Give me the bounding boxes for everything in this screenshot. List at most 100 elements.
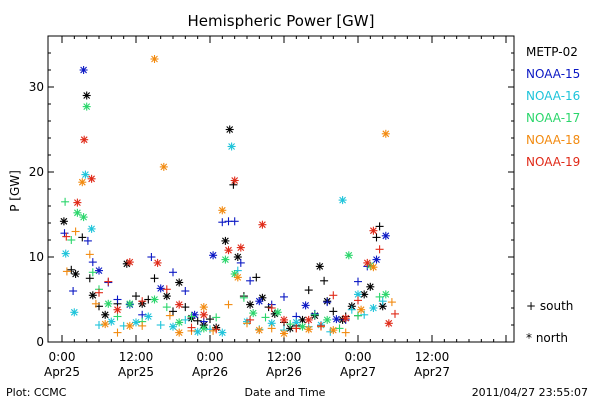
south-point bbox=[212, 325, 221, 334]
marker-legend-entry: * north bbox=[526, 331, 568, 345]
south-point bbox=[113, 312, 122, 321]
south-point bbox=[292, 324, 301, 333]
south-point bbox=[239, 293, 248, 302]
south-point bbox=[67, 236, 76, 244]
chart-title: Hemispheric Power [GW] bbox=[188, 12, 375, 30]
south-point bbox=[387, 298, 396, 307]
north-point bbox=[175, 328, 184, 337]
south-point bbox=[267, 304, 276, 312]
south-point bbox=[169, 307, 177, 316]
north-point bbox=[162, 292, 171, 301]
x-tick-time-label: 0:00 bbox=[197, 350, 224, 364]
marker-legend: + south * north bbox=[526, 299, 573, 345]
north-point bbox=[150, 295, 159, 304]
north-point bbox=[88, 291, 97, 300]
north-point bbox=[344, 251, 353, 260]
south-point bbox=[304, 286, 313, 295]
south-point bbox=[354, 311, 362, 320]
x-tick-date-label: Apr27 bbox=[340, 365, 376, 379]
north-point bbox=[369, 304, 378, 312]
north-point bbox=[132, 318, 140, 327]
north-point bbox=[101, 310, 110, 319]
north-point bbox=[125, 299, 134, 308]
south-point bbox=[85, 250, 94, 259]
south-point bbox=[206, 315, 214, 324]
north-point bbox=[258, 220, 267, 229]
y-tick-label: 30 bbox=[29, 80, 44, 94]
north-point bbox=[329, 326, 338, 335]
north-point bbox=[224, 246, 233, 255]
north-point bbox=[341, 314, 350, 323]
north-point bbox=[95, 266, 103, 275]
x-tick-time-label: 12:00 bbox=[415, 350, 450, 364]
x-tick-date-label: Apr26 bbox=[192, 365, 228, 379]
north-point bbox=[70, 308, 79, 317]
north-point bbox=[209, 251, 218, 260]
north-point bbox=[73, 208, 82, 217]
north-point bbox=[190, 310, 199, 319]
north-point bbox=[369, 263, 378, 272]
north-point bbox=[81, 170, 90, 179]
north-point bbox=[360, 290, 369, 299]
south-point bbox=[83, 236, 92, 245]
north-point bbox=[78, 178, 87, 187]
north-point bbox=[159, 162, 168, 171]
footer-plot-credit: Plot: CCMC bbox=[6, 386, 67, 399]
south-point bbox=[236, 258, 245, 267]
north-point bbox=[193, 327, 202, 336]
north-point bbox=[249, 309, 258, 318]
south-point bbox=[372, 233, 381, 242]
south-point bbox=[162, 285, 171, 294]
south-point bbox=[113, 295, 122, 304]
north-point bbox=[101, 320, 110, 329]
legend-entry: NOAA-15 bbox=[526, 67, 580, 81]
south-point bbox=[375, 245, 384, 254]
south-point bbox=[165, 311, 174, 320]
north-point bbox=[104, 299, 113, 308]
x-tick-time-label: 12:00 bbox=[267, 350, 302, 364]
north-point bbox=[315, 262, 324, 271]
y-axis-label: P [GW] bbox=[8, 170, 22, 212]
north-point bbox=[323, 315, 332, 324]
legend-entry: NOAA-18 bbox=[526, 133, 580, 147]
north-point bbox=[372, 255, 381, 264]
south-point bbox=[187, 312, 196, 321]
north-point bbox=[218, 328, 227, 337]
footer-timestamp: 2011/04/27 23:55:07 bbox=[472, 386, 588, 399]
north-point bbox=[236, 243, 245, 252]
south-point bbox=[267, 324, 276, 333]
south-point bbox=[246, 315, 255, 324]
north-point bbox=[384, 319, 393, 328]
y-tick-label: 10 bbox=[29, 250, 44, 264]
south-point bbox=[252, 273, 261, 282]
south-point bbox=[199, 317, 208, 326]
north-point bbox=[332, 315, 341, 324]
south-point bbox=[310, 310, 319, 319]
north-point bbox=[87, 224, 96, 233]
north-point bbox=[175, 318, 184, 327]
north-point bbox=[82, 102, 91, 111]
north-point bbox=[59, 217, 68, 226]
north-point bbox=[233, 253, 242, 261]
south-point bbox=[78, 233, 87, 242]
south-point bbox=[280, 292, 288, 301]
south-point bbox=[85, 274, 94, 283]
north-point bbox=[218, 206, 227, 215]
north-point bbox=[87, 174, 96, 183]
north-point bbox=[61, 249, 70, 258]
x-tick-date-label: Apr26 bbox=[266, 365, 302, 379]
north-point bbox=[227, 142, 236, 151]
north-point bbox=[71, 270, 80, 278]
north-point bbox=[169, 322, 177, 331]
south-point bbox=[138, 321, 147, 330]
north-point bbox=[125, 258, 134, 267]
south-point bbox=[335, 324, 344, 333]
north-point bbox=[255, 326, 264, 335]
north-point bbox=[73, 198, 82, 207]
x-tick-date-label: Apr25 bbox=[44, 365, 80, 379]
north-point bbox=[199, 303, 208, 312]
south-point bbox=[150, 274, 159, 283]
south-point bbox=[193, 316, 202, 325]
north-point bbox=[113, 305, 122, 314]
